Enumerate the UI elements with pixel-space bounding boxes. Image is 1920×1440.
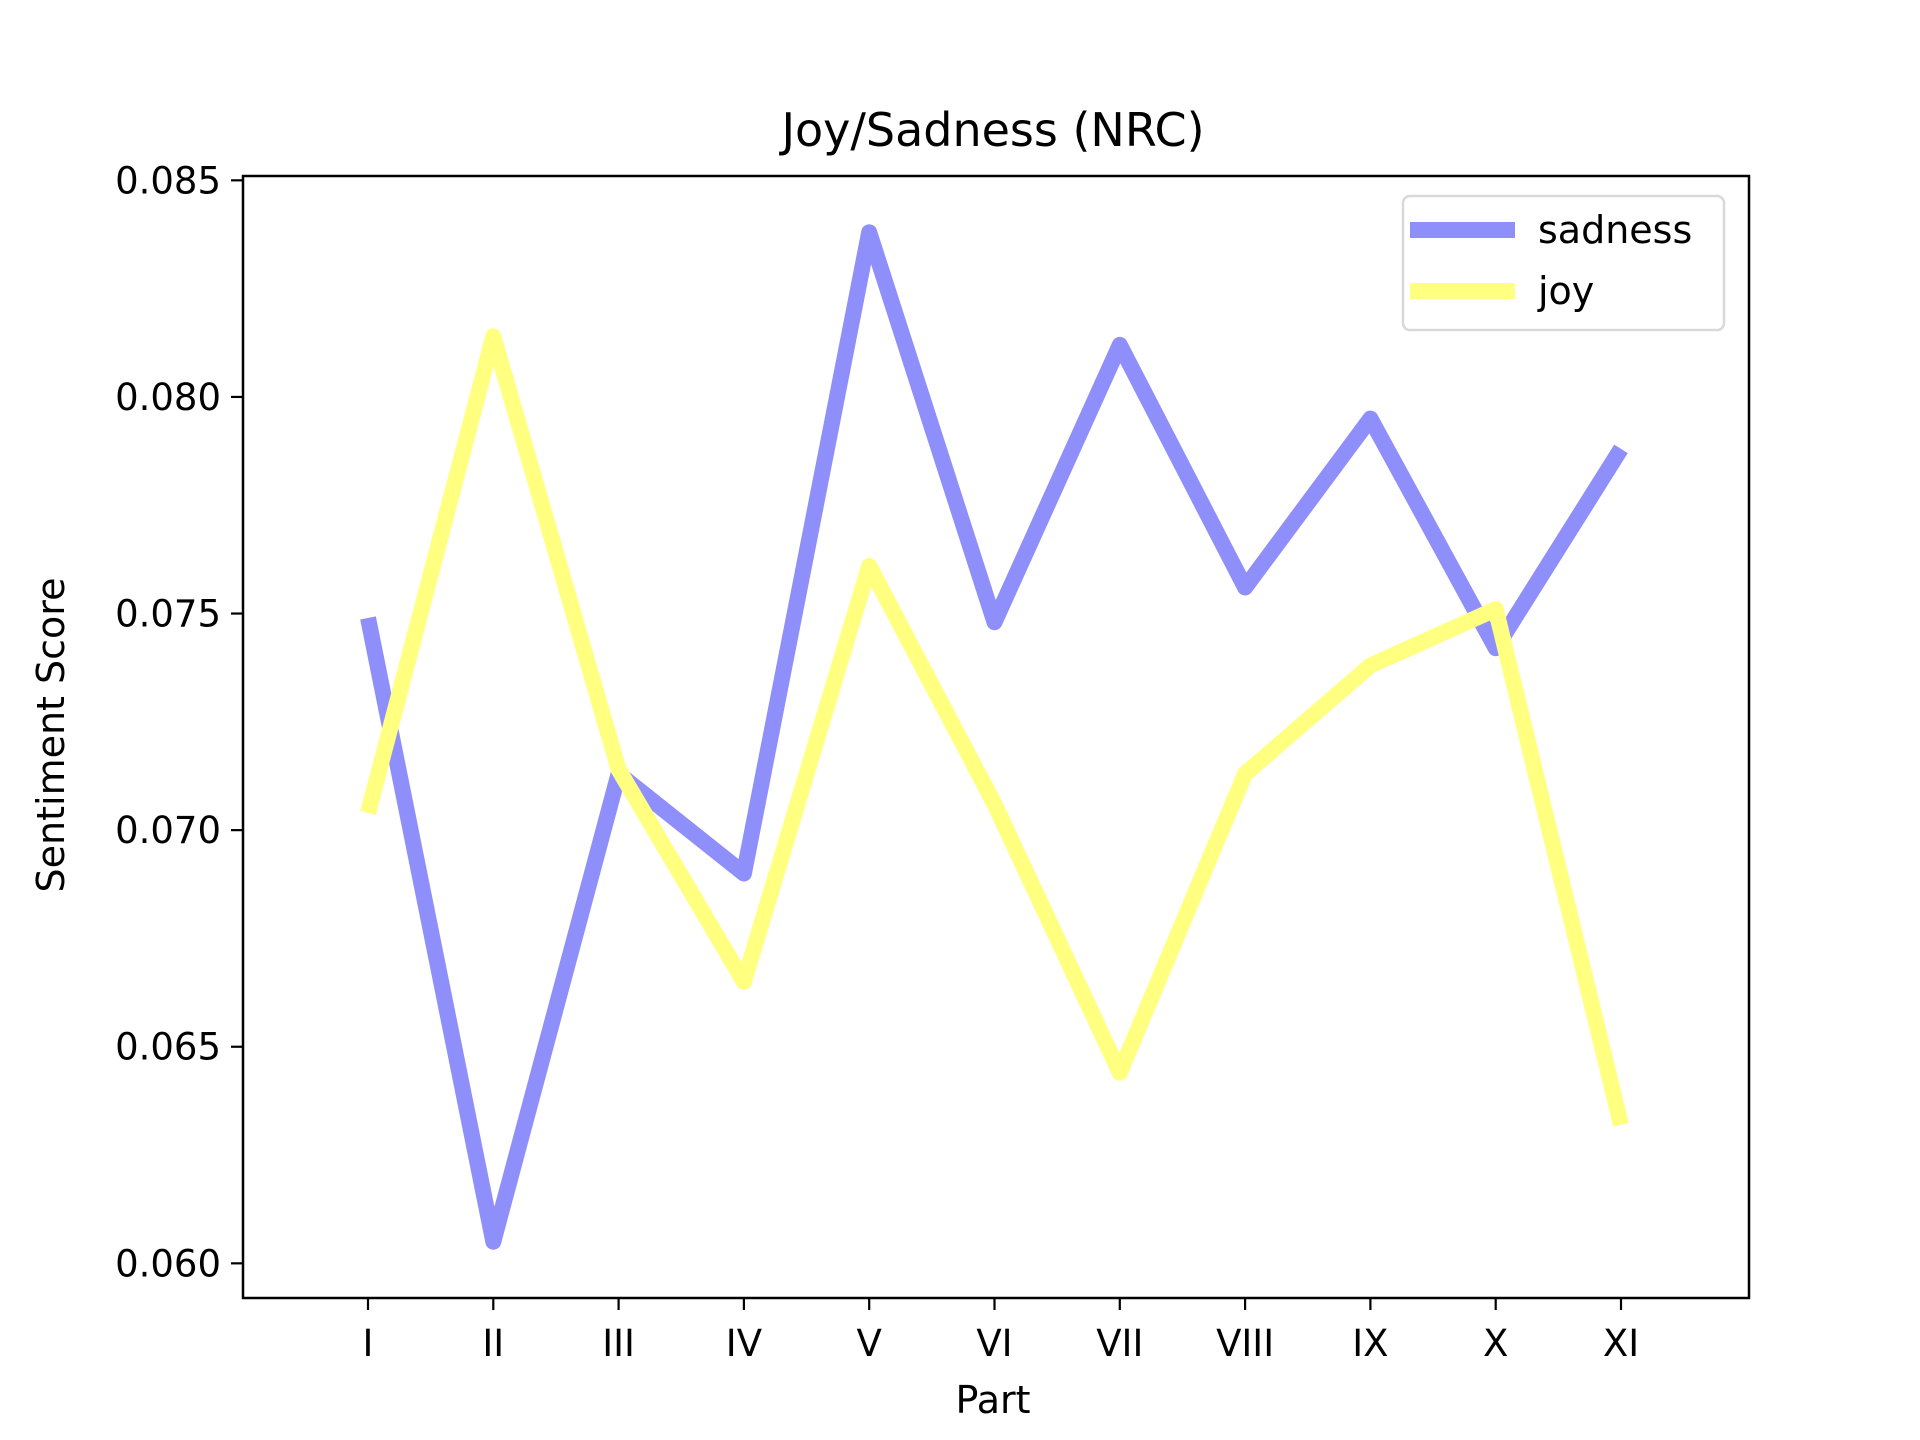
legend-label-sadness: sadness: [1538, 208, 1692, 252]
plot-frame: [241, 174, 1751, 1300]
x-tick-label: X: [1483, 1322, 1508, 1365]
x-tick-label: IV: [726, 1322, 762, 1365]
y-tick-label: 0.080: [115, 376, 221, 419]
series-layer: [360, 224, 1629, 1250]
legend: sadness joy: [1401, 194, 1726, 332]
x-axis-label: Part: [955, 1378, 1030, 1422]
x-tick-label: V: [857, 1322, 882, 1365]
chart-title: Joy/Sadness (NRC): [778, 103, 1204, 157]
y-tick-label: 0.070: [115, 809, 221, 852]
y-tick-label: 0.085: [115, 159, 221, 202]
legend-label-joy: joy: [1537, 269, 1594, 313]
x-axis: I II III IV V VI VII VIII IX X XI: [363, 1298, 1639, 1365]
y-axis: 0.060 0.065 0.070 0.075 0.080 0.085: [115, 159, 243, 1285]
x-tick-label: I: [363, 1322, 374, 1365]
y-tick-label: 0.065: [115, 1026, 221, 1069]
x-tick-label: VI: [976, 1322, 1012, 1365]
x-tick-label: XI: [1603, 1322, 1639, 1365]
series-line-sadness: [360, 224, 1628, 1250]
x-tick-label: VIII: [1216, 1322, 1274, 1365]
x-tick-label: VII: [1096, 1322, 1143, 1365]
x-tick-label: IX: [1352, 1322, 1388, 1365]
y-axis-label: Sentiment Score: [29, 578, 73, 893]
series-line-joy: [360, 328, 1629, 1127]
y-tick-label: 0.060: [115, 1242, 221, 1285]
y-tick-label: 0.075: [115, 593, 221, 636]
x-tick-label: II: [482, 1322, 504, 1365]
x-tick-label: III: [602, 1322, 635, 1365]
